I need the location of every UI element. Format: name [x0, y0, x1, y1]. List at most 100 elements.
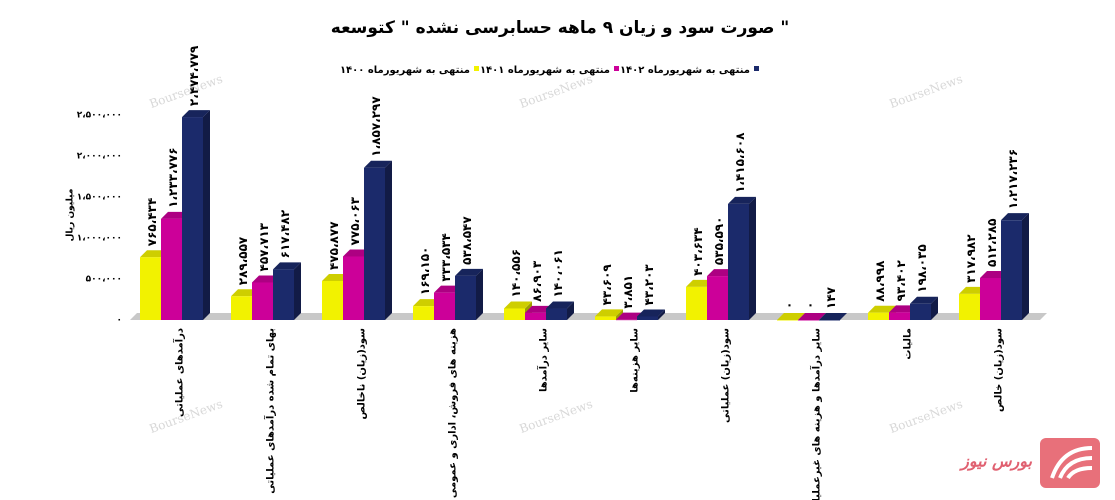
bar-top	[546, 301, 574, 309]
bar	[686, 286, 707, 320]
bar-top	[595, 309, 623, 317]
y-tick-label: ۰	[117, 316, 123, 326]
y-axis-label: میلیون ریال	[66, 189, 76, 242]
bar-top	[777, 313, 805, 320]
value-label: ۱،۸۵۷،۲۹۷	[369, 96, 383, 157]
bar	[343, 256, 364, 320]
value-label: ۲،۴۷۴،۷۷۹	[187, 45, 201, 106]
bar	[707, 276, 728, 320]
value-label: ۸۶،۹۰۳	[530, 260, 544, 302]
logo-text: بورس نیوز	[958, 452, 1032, 472]
value-label: ۱۴۰،۰۶۱	[551, 249, 565, 298]
value-label: ۲۸۹،۵۵۷	[236, 236, 250, 285]
x-tick-label: مالیات	[903, 328, 914, 360]
legend-swatch	[754, 66, 759, 71]
bar-side	[476, 268, 483, 320]
bar	[455, 275, 476, 320]
value-label: ۵۱۲،۲۸۵	[985, 218, 999, 267]
value-label: ۰	[782, 302, 796, 309]
value-label: ۷۶۵،۴۳۴	[145, 198, 159, 247]
value-label: ۱۶۹،۱۵۰	[418, 247, 432, 296]
bar	[231, 296, 252, 320]
y-tick-label: ۵۰۰،۰۰۰	[86, 275, 122, 285]
value-label: ۳۱۷،۹۸۲	[964, 234, 978, 283]
x-tick-label: سایر درآمدها	[537, 328, 550, 392]
value-label: ۱،۲۱۷،۲۳۶	[1006, 149, 1020, 209]
value-label: ۴۰۳،۶۳۴	[691, 227, 705, 276]
value-label: ۴۵۷،۷۱۳	[257, 222, 271, 271]
x-tick-label: سود(زیان) ناخالص	[357, 328, 368, 420]
bar-top	[868, 305, 896, 313]
bar-top	[455, 268, 483, 276]
value-label: ۸۸،۹۹۸	[873, 260, 887, 302]
bar-side	[203, 110, 210, 321]
x-tick-label: درآمدهای عملیاتی	[173, 328, 186, 417]
value-label: ۱،۲۳۳،۷۷۶	[166, 147, 180, 207]
logo: بورس نیوز	[958, 438, 1100, 488]
bar	[595, 316, 616, 320]
legend-swatch	[474, 66, 479, 71]
logo-shape	[1050, 446, 1093, 480]
value-label: ۳،۸۵۱	[621, 275, 635, 309]
bar-top	[1001, 213, 1029, 221]
x-tick-label: بهای تمام شده درآمدهای عملیاتی	[264, 328, 277, 494]
x-tick-label: سود(زیان) خالص	[994, 328, 1005, 412]
bar-side	[385, 160, 392, 320]
value-label: ۰	[803, 302, 817, 309]
x-tick-label: سود(زیان) عملیاتی	[721, 328, 732, 423]
bar	[637, 316, 658, 320]
watermark: BourseNews	[517, 72, 594, 111]
bar-top	[273, 262, 301, 270]
bar-top	[910, 296, 938, 304]
bar	[616, 319, 637, 321]
bar	[252, 282, 273, 320]
value-label: ۴۷۵،۸۷۷	[327, 221, 341, 270]
bar-side	[1022, 213, 1029, 320]
watermark: BourseNews	[517, 397, 594, 436]
bar-side	[567, 301, 574, 320]
value-label: ۱۴۷	[824, 286, 838, 309]
bar-top	[819, 312, 847, 320]
watermark: BourseNews	[887, 397, 964, 436]
value-label: ۳۳۳،۵۳۴	[439, 233, 453, 282]
legend-swatch	[614, 66, 619, 71]
x-tick-label: سایر هزینه‌ها	[630, 328, 641, 393]
bar-top	[504, 301, 532, 309]
bar	[980, 277, 1001, 320]
chart-title: صورت سود و زیان ۹ ماهه حسابرسی نشده " کت…	[331, 18, 789, 38]
bar-side	[749, 196, 756, 320]
bar-side	[931, 296, 938, 320]
bar	[434, 292, 455, 320]
y-tick-label: ۲،۵۰۰،۰۰۰	[77, 111, 122, 121]
legend-label: منتهی به شهریورماه ۱۴۰۲	[620, 65, 750, 76]
value-label: ۵۳۸،۵۴۷	[460, 216, 474, 265]
bar-top	[364, 160, 392, 168]
bar	[140, 257, 161, 320]
bar	[959, 293, 980, 320]
bar-top	[798, 313, 826, 320]
bar-top	[637, 309, 665, 317]
y-tick-label: ۲،۰۰۰،۰۰۰	[77, 152, 122, 162]
bar-side	[658, 309, 665, 320]
bar	[182, 117, 203, 321]
bar	[413, 306, 434, 320]
bar-top	[728, 196, 756, 204]
x-tick-label: سایر درآمدها و هزینه های غیرعملیاتی	[810, 328, 823, 500]
value-label: ۵۳۵،۵۹۰	[712, 217, 726, 266]
x-tick-label: هزینه های فروش، اداری و عمومی	[448, 328, 459, 498]
value-label: ۱،۴۱۵،۶۰۸	[733, 132, 747, 193]
legend-label: منتهی به شهریورماه ۱۴۰۱	[480, 65, 610, 76]
bar	[910, 303, 931, 320]
value-label: ۹۳،۴۰۲	[894, 259, 908, 301]
y-tick-label: ۱،۰۰۰،۰۰۰	[77, 234, 122, 244]
watermark: BourseNews	[147, 72, 224, 111]
bar	[504, 308, 525, 320]
legend-label: منتهی به شهریورماه ۱۴۰۰	[340, 65, 470, 76]
value-label: ۶۱۷،۴۸۲	[278, 209, 292, 258]
bar	[889, 312, 910, 320]
bar	[364, 167, 385, 320]
bar-side	[294, 262, 301, 320]
watermark: BourseNews	[147, 397, 224, 436]
value-label: ۴۳،۶۰۹	[600, 264, 614, 306]
bar	[798, 320, 819, 321]
